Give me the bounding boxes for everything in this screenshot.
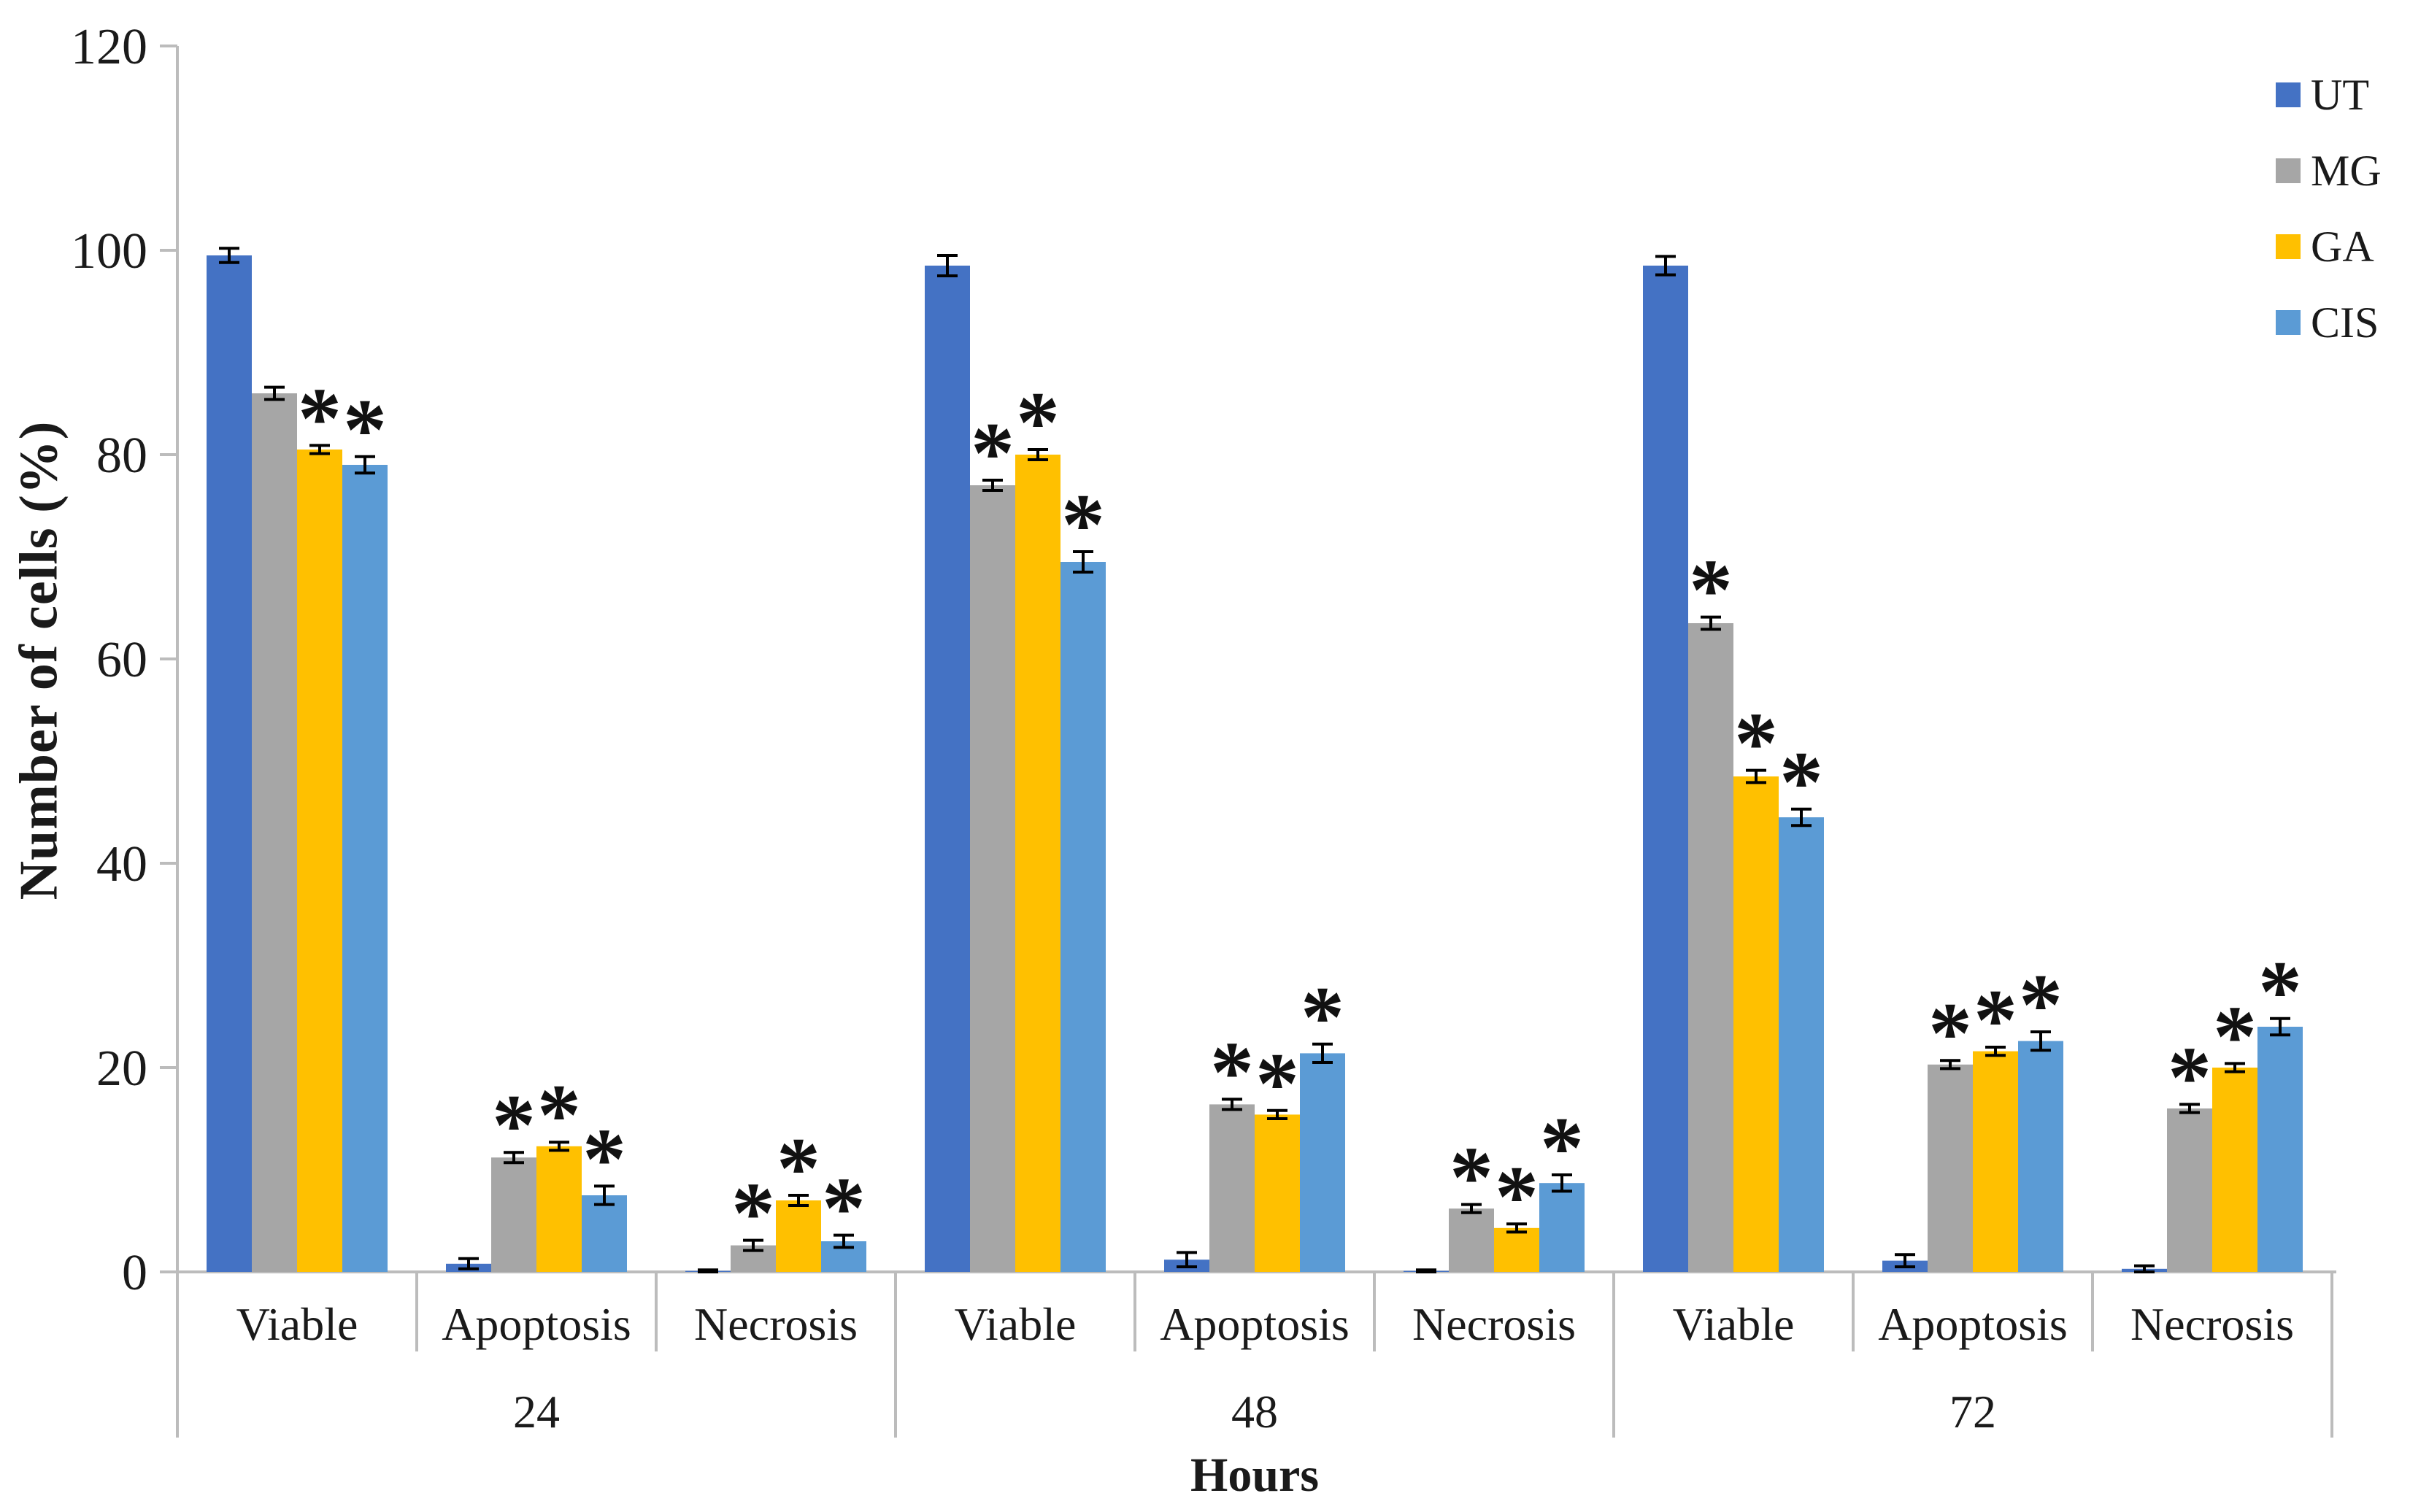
significance-asterisk: * [1210, 1023, 1254, 1120]
y-tick-label: 80 [96, 428, 147, 484]
significance-asterisk: * [1928, 984, 1972, 1081]
significance-asterisk: * [2213, 987, 2257, 1084]
bar-cis-necrosis-72 [2257, 1027, 2303, 1272]
bar-mg-viable-48 [970, 485, 1015, 1272]
significance-asterisk: * [1540, 1099, 1584, 1196]
significance-asterisk: * [1016, 374, 1060, 471]
bar-mg-necrosis-72 [2167, 1108, 2212, 1272]
significance-asterisk: * [2168, 1028, 2211, 1125]
bar-mg-apoptosis-48 [1209, 1104, 1255, 1272]
category-label: Viable [1673, 1298, 1795, 1350]
bar-cis-necrosis-48 [1539, 1183, 1585, 1272]
legend-swatch-cis [2276, 310, 2301, 335]
bar-ga-necrosis-48 [1494, 1227, 1539, 1272]
significance-asterisk: * [2019, 956, 2063, 1053]
legend-swatch-ga [2276, 234, 2301, 259]
legend-label: CIS [2311, 298, 2379, 347]
significance-asterisk: * [492, 1076, 536, 1173]
legend: UT MG GA CIS [2276, 57, 2382, 360]
significance-asterisk: * [1255, 1035, 1299, 1132]
x-axis-title: Hours [1190, 1449, 1320, 1502]
legend-item-cis: CIS [2276, 285, 2382, 360]
legend-item-ga: GA [2276, 209, 2382, 285]
legend-label: UT [2311, 71, 2369, 119]
legend-swatch-ut [2276, 82, 2301, 107]
bar-cis-apoptosis-24 [582, 1195, 627, 1272]
bar-cis-viable-24 [342, 465, 388, 1272]
bar-ga-apoptosis-72 [1973, 1051, 2018, 1272]
bar-ut-viable-72 [1643, 266, 1688, 1272]
legend-label: GA [2311, 223, 2374, 271]
significance-asterisk: * [777, 1119, 820, 1216]
y-tick-label: 20 [96, 1041, 147, 1097]
y-tick-label: 60 [96, 632, 147, 688]
category-label: Necrosis [694, 1298, 858, 1350]
y-tick-label: 40 [96, 836, 147, 892]
significance-asterisk: * [1779, 733, 1823, 830]
bar-cis-apoptosis-48 [1300, 1053, 1345, 1272]
significance-asterisk: * [537, 1066, 581, 1163]
y-tick-label: 0 [122, 1245, 147, 1301]
y-tick-label: 120 [71, 19, 147, 75]
bar-cis-apoptosis-72 [2018, 1041, 2063, 1272]
bar-mg-viable-24 [252, 393, 297, 1272]
bar-mg-apoptosis-24 [491, 1157, 536, 1272]
significance-asterisk: * [971, 404, 1015, 501]
bar-cis-viable-48 [1060, 562, 1106, 1272]
significance-asterisk: * [343, 381, 387, 478]
y-axis-title: Number of cells (%) [9, 420, 69, 900]
bar-mg-apoptosis-72 [1928, 1064, 1973, 1272]
bar-ga-viable-48 [1015, 455, 1060, 1272]
significance-asterisk: * [1450, 1129, 1493, 1226]
bar-ga-apoptosis-48 [1255, 1114, 1300, 1272]
bar-mg-necrosis-48 [1449, 1208, 1494, 1272]
significance-asterisk: * [1061, 476, 1105, 573]
significance-asterisk: * [1689, 541, 1733, 639]
legend-label: MG [2311, 147, 2382, 195]
category-label: Apoptosis [1160, 1298, 1350, 1350]
hour-group-label: 48 [1231, 1386, 1278, 1438]
significance-asterisk: * [1734, 695, 1778, 792]
hour-group-label: 24 [513, 1386, 560, 1438]
category-label: Apoptosis [1878, 1298, 2068, 1350]
significance-asterisk: * [298, 369, 342, 466]
legend-item-ut: UT [2276, 57, 2382, 133]
category-label: Viable [955, 1298, 1077, 1350]
significance-asterisk: * [822, 1160, 866, 1257]
bar-ga-necrosis-72 [2212, 1068, 2257, 1272]
hour-group-label: 72 [1949, 1386, 1996, 1438]
significance-asterisk: * [1495, 1148, 1539, 1245]
legend-item-mg: MG [2276, 133, 2382, 209]
bar-ga-viable-24 [297, 450, 342, 1272]
bar-ut-viable-48 [925, 266, 970, 1272]
y-tick-label: 100 [71, 223, 147, 279]
bar-ga-apoptosis-24 [536, 1146, 582, 1272]
bar-ga-viable-72 [1733, 776, 1779, 1272]
significance-asterisk: * [731, 1165, 775, 1262]
category-label: Necrosis [1412, 1298, 1576, 1350]
bar-ga-necrosis-24 [776, 1200, 821, 1272]
significance-asterisk: * [582, 1110, 626, 1207]
significance-asterisk: * [1301, 968, 1344, 1065]
category-label: Necrosis [2130, 1298, 2294, 1350]
legend-swatch-mg [2276, 158, 2301, 183]
significance-asterisk: * [2258, 943, 2302, 1040]
category-label: Viable [236, 1298, 358, 1350]
bar-ut-viable-24 [207, 255, 252, 1272]
category-label: Apoptosis [442, 1298, 631, 1350]
bar-mg-viable-72 [1688, 623, 1733, 1272]
bar-cis-viable-72 [1779, 817, 1824, 1272]
significance-asterisk: * [1974, 971, 2017, 1068]
